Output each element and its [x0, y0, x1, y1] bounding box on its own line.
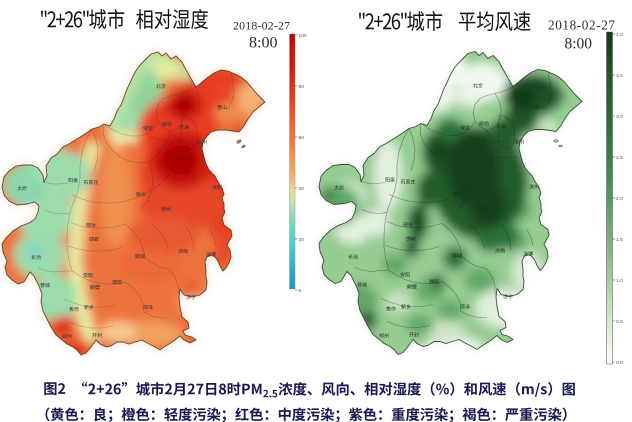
svg-text:2.5: 2.5	[616, 155, 623, 161]
svg-text:3.5: 3.5	[616, 73, 623, 79]
svg-text:80: 80	[299, 84, 305, 90]
svg-text:4.0: 4.0	[616, 32, 623, 38]
svg-text:2.0: 2.0	[616, 196, 623, 202]
svg-text:60: 60	[299, 135, 305, 141]
svg-text:1.0: 1.0	[616, 278, 623, 284]
svg-text:1.5: 1.5	[616, 237, 623, 243]
svg-text:40: 40	[299, 186, 305, 192]
svg-text:8:00: 8:00	[565, 35, 593, 52]
svg-text:2018-02-27: 2018-02-27	[233, 18, 290, 32]
svg-text:8:00: 8:00	[249, 35, 277, 52]
svg-text:0.5: 0.5	[616, 319, 623, 325]
svg-text:2018-02-27: 2018-02-27	[548, 17, 615, 32]
svg-text:20: 20	[299, 237, 305, 243]
svg-text:100: 100	[299, 33, 307, 39]
svg-text:0.0: 0.0	[616, 360, 623, 366]
svg-text:0: 0	[299, 288, 302, 294]
svg-text:3.0: 3.0	[616, 114, 623, 120]
